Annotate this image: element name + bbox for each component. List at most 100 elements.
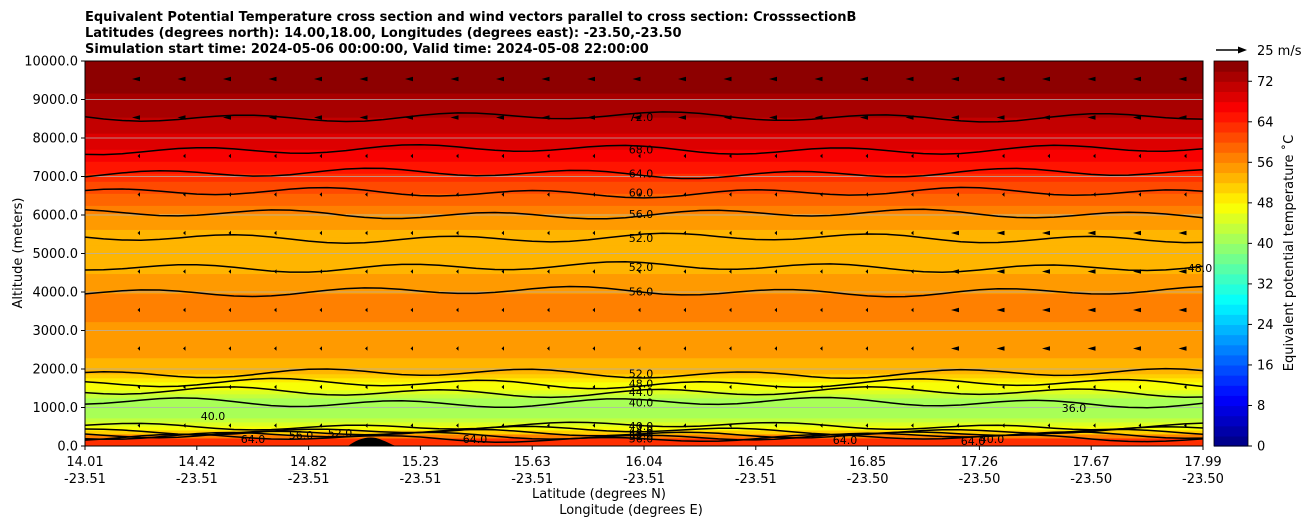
wind-arrow xyxy=(729,230,732,236)
wind-arrow xyxy=(638,269,641,274)
wind-arrow xyxy=(319,192,322,197)
wind-arrow xyxy=(223,115,231,120)
wind-arrow xyxy=(774,230,777,236)
wind-arrow xyxy=(592,423,595,428)
wind-arrow xyxy=(228,269,231,274)
contour-label-extra: 40.0 xyxy=(201,410,226,423)
wind-arrow xyxy=(410,307,413,313)
wind-arrow xyxy=(1093,423,1096,428)
contour-label-extra: 64.0 xyxy=(241,433,266,446)
wind-arrow xyxy=(410,423,413,428)
fill-band xyxy=(85,208,1203,214)
wind-arrow xyxy=(683,192,686,197)
wind-arrow xyxy=(137,192,140,197)
wind-arrow xyxy=(1138,192,1141,197)
terrain xyxy=(348,437,396,446)
wind-arrow xyxy=(365,192,368,197)
fill-band xyxy=(85,277,1203,283)
fill-band xyxy=(85,76,1203,82)
wind-arrow xyxy=(1178,230,1187,236)
contour-line xyxy=(85,377,1203,390)
wind-arrow xyxy=(496,115,504,120)
wind-arrow xyxy=(820,384,823,390)
wind-arrow xyxy=(1047,153,1050,159)
fill-band xyxy=(85,337,1203,343)
fill-band xyxy=(85,265,1203,271)
colorbar-swatch xyxy=(1214,334,1248,346)
wind-arrow xyxy=(501,269,504,274)
fill-band xyxy=(85,333,1203,339)
fill-band xyxy=(85,84,1203,90)
fill-band xyxy=(85,112,1203,118)
wind-arrow xyxy=(774,423,777,428)
wind-arrow xyxy=(501,423,504,428)
fill-band xyxy=(85,257,1203,263)
colorbar-swatch xyxy=(1214,182,1248,194)
wind-arrow xyxy=(638,384,641,390)
contour-label: 56.0 xyxy=(629,432,654,445)
colorbar-frame xyxy=(1213,60,1249,447)
wind-arrow xyxy=(820,269,823,274)
wind-arrow xyxy=(951,346,959,351)
wind-arrow xyxy=(319,346,322,351)
wind-arrow xyxy=(592,384,595,390)
x-tick-label-lat: 14.01 xyxy=(66,455,103,470)
wind-arrow xyxy=(228,346,231,351)
wind-arrow xyxy=(137,384,140,390)
wind-arrow xyxy=(774,307,777,313)
wind-arrow xyxy=(1184,192,1187,197)
wind-arrow xyxy=(228,307,231,313)
colorbar-swatch xyxy=(1214,415,1248,427)
terrain-bump xyxy=(348,437,396,446)
contour-label-extra: 48.0 xyxy=(1188,262,1213,275)
colorbar-swatch xyxy=(1214,111,1248,123)
wind-arrow xyxy=(587,115,595,120)
wind-arrow xyxy=(729,423,732,428)
wind-arrow xyxy=(865,269,868,274)
title-line-1: Equivalent Potential Temperature cross s… xyxy=(85,10,856,25)
wind-arrow xyxy=(365,346,368,351)
wind-arrow xyxy=(729,307,732,313)
fill-band xyxy=(85,401,1203,407)
y-tick-label: 10000.0 xyxy=(24,55,78,70)
wind-arrow xyxy=(268,76,277,82)
wind-arrow xyxy=(774,384,777,390)
wind-arrow xyxy=(547,230,550,236)
fill-band xyxy=(85,108,1203,114)
fill-band xyxy=(85,116,1203,122)
wind-arrow xyxy=(456,307,459,313)
colorbar-ticks: 0 8 16 24 32 40 48 56 64 72 xyxy=(1248,75,1274,455)
wind-arrow xyxy=(547,153,550,159)
fill-band xyxy=(85,321,1203,327)
wind-arrow xyxy=(137,423,140,428)
contour-label: 48.0 xyxy=(629,428,654,441)
wind-arrow xyxy=(683,346,686,351)
colorbar-swatch xyxy=(1214,162,1248,174)
wind-arrow xyxy=(228,423,231,428)
fill-band xyxy=(85,72,1203,78)
fill-band xyxy=(85,361,1203,367)
wind-arrow xyxy=(319,153,322,159)
x-tick-label-lon: -23.51 xyxy=(623,472,665,487)
wind-arrow xyxy=(274,269,277,274)
wind-arrow xyxy=(456,346,459,351)
colorbar-swatch xyxy=(1214,212,1248,224)
fill-band xyxy=(85,68,1203,74)
wind-arrow xyxy=(1133,230,1141,236)
fill-band xyxy=(85,345,1203,351)
wind-arrow xyxy=(1047,384,1050,390)
wind-arrow xyxy=(865,307,868,313)
contour-label: 56.0 xyxy=(629,286,654,299)
contour-line xyxy=(85,143,1203,156)
fill-band xyxy=(85,100,1203,106)
wind-arrow xyxy=(1047,423,1050,428)
colorbar-tick-label: 56 xyxy=(1257,156,1274,171)
fill-band xyxy=(85,393,1203,399)
x-tick-label-lat: 17.67 xyxy=(1073,455,1110,470)
wind-arrow xyxy=(865,346,868,351)
wind-arrow xyxy=(274,192,277,197)
fill-band xyxy=(85,317,1203,323)
wind-arrow xyxy=(183,307,186,313)
wind-arrow xyxy=(820,230,823,236)
fill-band xyxy=(85,248,1203,254)
